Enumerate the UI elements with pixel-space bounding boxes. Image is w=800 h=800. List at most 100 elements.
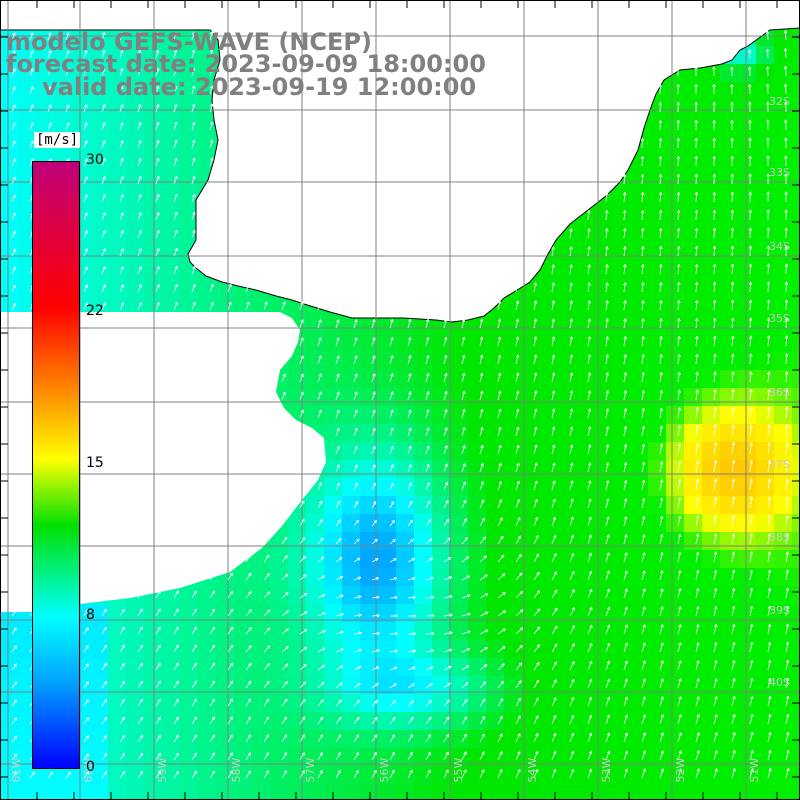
wind-arrow	[191, 644, 197, 653]
wind-arrow	[245, 554, 252, 563]
wind-speed-cell	[612, 280, 631, 299]
wind-speed-cell	[306, 658, 325, 677]
wind-arrow	[209, 644, 216, 653]
wind-arrow	[353, 337, 358, 347]
wind-arrow	[191, 67, 196, 77]
wind-arrow	[659, 246, 663, 257]
wind-arrow	[731, 533, 736, 545]
wind-arrow	[713, 605, 718, 617]
wind-arrow	[676, 101, 680, 113]
wind-arrow	[641, 354, 645, 365]
wind-arrow	[676, 66, 680, 77]
wind-speed-cell	[144, 136, 163, 155]
wind-arrow	[533, 336, 538, 347]
wind-arrow	[443, 613, 453, 617]
wind-speed-cell	[450, 712, 469, 731]
wind-speed-cell	[594, 280, 613, 299]
wind-speed-cell	[576, 532, 595, 551]
wind-arrow	[371, 700, 379, 707]
wind-speed-cell	[90, 604, 109, 623]
wind-arrow	[173, 247, 178, 257]
wind-arrow	[641, 318, 645, 329]
wind-speed-cell	[576, 550, 595, 569]
colorbar-tick-8: 8	[86, 607, 95, 623]
wind-speed-cell	[306, 748, 325, 767]
wind-arrow	[353, 595, 362, 599]
wind-speed-cell	[432, 388, 451, 407]
wind-speed-cell	[72, 100, 91, 119]
wind-speed-cell	[612, 586, 631, 605]
wind-speed-cell	[720, 478, 739, 497]
wind-arrow	[497, 480, 502, 491]
wind-speed-cell	[504, 460, 523, 479]
wind-arrow	[173, 644, 179, 653]
wind-arrow	[767, 659, 772, 671]
wind-speed-cell	[612, 712, 631, 731]
wind-arrow	[191, 31, 196, 41]
wind-arrow	[353, 716, 360, 725]
wind-speed-cell	[288, 784, 307, 800]
wind-speed-cell	[630, 766, 649, 785]
wind-arrow	[227, 716, 233, 725]
wind-arrow	[641, 228, 645, 239]
wind-arrow	[173, 31, 178, 41]
longitude-label: 58W	[230, 757, 243, 782]
wind-arrow	[317, 355, 322, 365]
wind-speed-cell	[396, 352, 415, 371]
wind-arrow	[299, 355, 304, 365]
wind-arrow	[173, 49, 178, 59]
wind-arrow	[497, 499, 503, 509]
wind-arrow	[407, 337, 412, 347]
wind-speed-cell	[720, 406, 739, 425]
wind-arrow	[119, 716, 126, 725]
wind-arrow	[407, 700, 414, 707]
wind-arrow	[659, 552, 664, 563]
wind-speed-cell	[90, 154, 109, 173]
wind-speed-cell	[270, 766, 289, 785]
wind-arrow	[641, 534, 646, 545]
wind-arrow	[766, 155, 770, 167]
wind-arrow	[569, 570, 575, 581]
wind-speed-cell	[18, 226, 37, 245]
wind-speed-cell	[0, 28, 19, 47]
wind-speed-cell	[414, 712, 433, 731]
wind-speed-cell	[558, 334, 577, 353]
wind-speed-cell	[90, 766, 109, 785]
wind-speed-cell	[288, 694, 307, 713]
wind-speed-cell	[252, 658, 271, 677]
wind-arrow	[227, 698, 234, 707]
wind-arrow	[119, 752, 126, 761]
forecast-date: forecast date: 2023-09-09 18:00:00	[6, 50, 486, 78]
wind-speed-cell	[720, 622, 739, 641]
wind-arrow	[407, 769, 413, 779]
wind-speed-cell	[756, 208, 775, 227]
wind-speed-cell	[180, 280, 199, 299]
wind-speed-cell	[378, 334, 397, 353]
wind-arrow	[587, 570, 593, 581]
wind-arrow	[713, 353, 717, 365]
wind-arrow	[730, 155, 734, 167]
wind-speed-cell	[576, 370, 595, 389]
wind-speed-cell	[666, 370, 685, 389]
wind-speed-cell	[90, 208, 109, 227]
wind-arrow	[587, 606, 593, 617]
wind-arrow	[191, 85, 196, 95]
wind-speed-cell	[270, 550, 289, 569]
wind-arrow	[605, 462, 610, 473]
wind-arrow	[713, 496, 718, 509]
wind-arrow	[677, 588, 682, 599]
wind-speed-cell	[792, 316, 800, 335]
wind-arrow	[119, 626, 125, 635]
wind-speed-cell	[0, 244, 19, 263]
wind-arrow	[353, 699, 360, 707]
wind-speed-cell	[630, 748, 649, 767]
wind-speed-cell	[324, 316, 343, 335]
wind-arrow	[785, 659, 790, 671]
wind-speed-cell	[450, 622, 469, 641]
wind-arrow	[587, 372, 592, 383]
wind-arrow	[748, 263, 753, 275]
wind-speed-cell	[720, 550, 739, 569]
wind-arrow	[695, 569, 700, 581]
wind-speed-cell	[540, 280, 559, 299]
wind-speed-cell	[396, 370, 415, 389]
